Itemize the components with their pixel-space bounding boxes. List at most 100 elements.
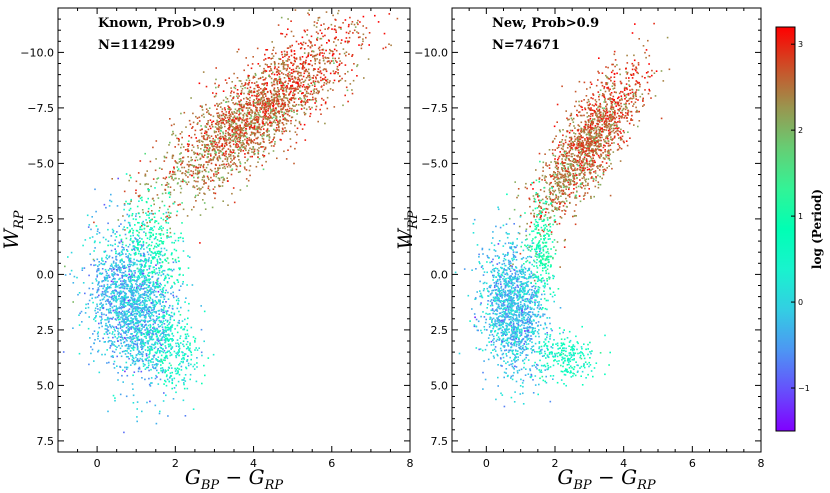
scatter-point <box>137 235 140 237</box>
scatter-point <box>108 312 110 314</box>
scatter-point <box>169 193 172 196</box>
scatter-point <box>94 296 97 299</box>
scatter-point <box>233 91 235 94</box>
scatter-point <box>147 183 149 185</box>
scatter-point <box>264 104 266 107</box>
scatter-point <box>143 260 145 263</box>
scatter-point <box>239 165 242 167</box>
scatter-point <box>236 126 239 128</box>
scatter-point <box>218 152 220 154</box>
scatter-point <box>335 71 337 73</box>
scatter-point <box>266 118 269 121</box>
scatter-point <box>158 267 161 270</box>
scatter-point <box>187 362 190 365</box>
scatter-point <box>358 44 360 46</box>
scatter-point <box>128 275 131 278</box>
scatter-point <box>315 88 318 90</box>
scatter-point <box>102 303 104 306</box>
scatter-point <box>256 127 258 129</box>
scatter-point <box>109 345 112 347</box>
scatter-point <box>221 148 224 151</box>
scatter-point <box>171 305 174 307</box>
scatter-point <box>298 75 301 77</box>
scatter-point <box>144 224 146 227</box>
scatter-point <box>154 404 157 407</box>
scatter-point <box>136 342 139 345</box>
scatter-point <box>129 225 131 227</box>
scatter-point <box>183 382 185 384</box>
scatter-point <box>173 313 176 316</box>
scatter-point <box>185 297 187 299</box>
scatter-point <box>151 210 153 212</box>
scatter-point <box>115 312 117 315</box>
scatter-point <box>122 290 125 293</box>
scatter-point <box>125 237 128 240</box>
scatter-point <box>209 158 212 160</box>
scatter-point <box>139 183 142 185</box>
scatter-point <box>93 259 96 262</box>
scatter-point <box>214 126 217 128</box>
scatter-point <box>293 93 296 96</box>
scatter-point <box>206 147 208 149</box>
scatter-point <box>243 133 245 135</box>
scatter-point <box>272 102 275 105</box>
scatter-point <box>141 272 144 275</box>
scatter-point <box>139 260 142 263</box>
scatter-point <box>278 82 281 84</box>
scatter-point <box>272 110 275 112</box>
scatter-point <box>273 61 276 63</box>
scatter-point <box>170 315 172 317</box>
scatter-point <box>214 82 216 85</box>
scatter-point <box>115 265 118 267</box>
scatter-point <box>229 95 232 97</box>
scatter-point <box>312 81 315 84</box>
scatter-point <box>178 345 181 347</box>
scatter-point <box>168 236 170 238</box>
scatter-point <box>382 47 385 50</box>
scatter-point <box>302 61 305 63</box>
scatter-point <box>299 86 301 89</box>
scatter-point <box>160 308 163 311</box>
scatter-point <box>290 90 292 93</box>
scatter-point <box>136 234 139 236</box>
scatter-point <box>111 333 114 335</box>
scatter-point <box>320 104 323 106</box>
scatter-point <box>268 139 270 141</box>
scatter-point <box>190 159 192 162</box>
scatter-point <box>197 167 199 170</box>
scatter-point <box>175 352 178 354</box>
scatter-point <box>163 307 165 309</box>
scatter-point <box>350 23 353 25</box>
scatter-point <box>144 309 146 312</box>
scatter-point <box>113 289 115 292</box>
scatter-point <box>124 366 126 369</box>
scatter-point <box>304 112 307 115</box>
scatter-point <box>232 122 235 125</box>
scatter-point <box>228 124 231 127</box>
scatter-point <box>123 226 125 228</box>
scatter-point <box>123 319 125 322</box>
scatter-point <box>112 290 114 292</box>
scatter-point <box>147 207 150 210</box>
scatter-point <box>208 137 211 139</box>
scatter-point <box>118 295 120 298</box>
scatter-point <box>277 105 280 108</box>
scatter-point <box>247 91 250 93</box>
scatter-point <box>231 139 233 142</box>
scatter-point <box>368 44 370 46</box>
scatter-point <box>114 289 117 292</box>
scatter-point <box>121 277 124 279</box>
scatter-point <box>234 84 237 87</box>
scatter-point <box>344 64 347 66</box>
scatter-point <box>267 112 270 115</box>
scatter-point <box>281 86 283 88</box>
scatter-point <box>258 143 260 146</box>
scatter-point <box>253 82 256 84</box>
scatter-point <box>131 308 134 310</box>
scatter-point <box>236 89 239 91</box>
scatter-point <box>263 84 265 86</box>
scatter-point <box>134 270 136 272</box>
scatter-point <box>294 89 297 92</box>
scatter-point <box>123 281 126 283</box>
scatter-point <box>183 111 186 114</box>
